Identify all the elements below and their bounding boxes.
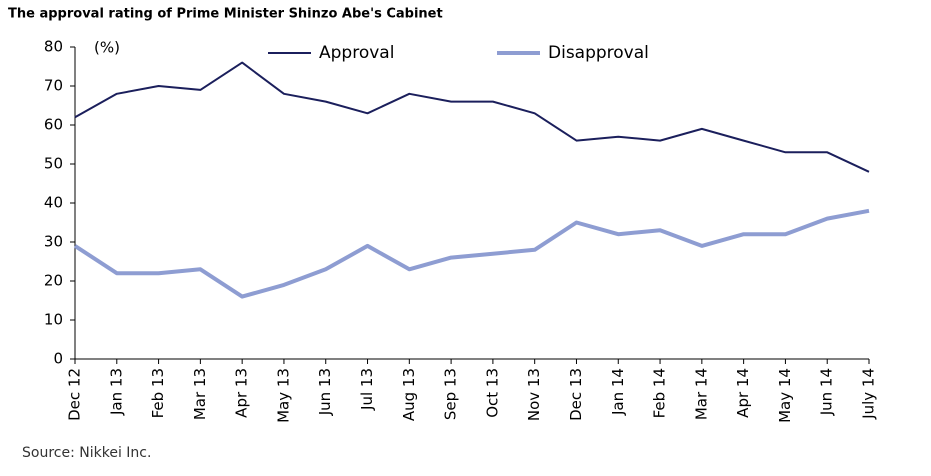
y-tick-label: 70 xyxy=(44,77,63,95)
x-tick-label: Jan 13 xyxy=(107,368,125,416)
x-tick-label: Sep 13 xyxy=(442,368,460,420)
x-tick-label: Dec 13 xyxy=(567,368,585,421)
x-tick-label: Feb 14 xyxy=(651,368,669,418)
x-tick-label: Mar 14 xyxy=(692,368,710,420)
x-tick-label: May 13 xyxy=(274,368,292,423)
x-tick-label: Aug 13 xyxy=(400,368,418,421)
series-line xyxy=(74,61,870,173)
chart-title: The approval rating of Prime Minister Sh… xyxy=(8,7,443,22)
x-tick-label: Jun 13 xyxy=(316,368,334,416)
y-unit: (%) xyxy=(94,39,120,57)
y-tick-label: 30 xyxy=(44,233,63,251)
x-tick-label: Oct 13 xyxy=(483,368,501,418)
x-tick-label: Jan 14 xyxy=(609,368,627,416)
y-tick-label: 20 xyxy=(44,272,63,290)
x-tick-label: Apr 13 xyxy=(233,368,251,418)
y-tick-label: 80 xyxy=(44,38,63,56)
series-line xyxy=(73,208,870,299)
legend-label: Disapproval xyxy=(548,43,649,63)
x-tick-label: Apr 14 xyxy=(734,368,752,418)
x-tick-label: Jun 14 xyxy=(818,368,836,416)
x-tick-label: May 14 xyxy=(776,368,794,423)
x-tick-label: Jul 13 xyxy=(358,368,376,411)
y-tick-label: 10 xyxy=(44,311,63,329)
x-tick-label: Nov 13 xyxy=(525,368,543,421)
source: Source: Nikkei Inc. xyxy=(22,445,151,461)
x-tick-label: July 14 xyxy=(860,368,878,420)
x-tick-label: Dec 12 xyxy=(66,368,84,421)
y-tick-label: 60 xyxy=(44,116,63,134)
y-tick-label: 0 xyxy=(53,350,63,368)
legend-label: Approval xyxy=(319,43,394,63)
y-tick-label: 50 xyxy=(44,155,63,173)
x-tick-label: Feb 13 xyxy=(149,368,167,418)
y-tick-label: 40 xyxy=(44,194,63,212)
x-tick-label: Mar 13 xyxy=(191,368,209,420)
